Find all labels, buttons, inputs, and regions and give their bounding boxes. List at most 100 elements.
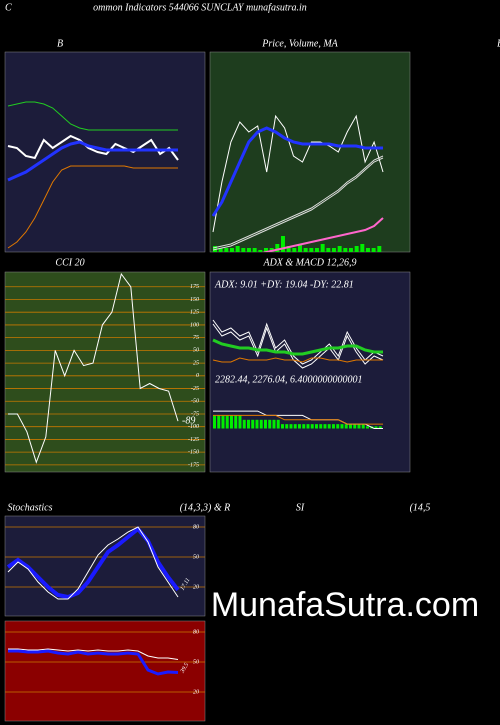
panel-title: CCI 20 <box>55 257 84 268</box>
y-tick-label: 50 <box>193 659 199 665</box>
bar <box>360 244 365 252</box>
bar <box>224 248 229 252</box>
header-left: C <box>5 2 12 13</box>
panel <box>4 51 206 253</box>
bar <box>315 248 319 252</box>
y-tick-label: 50 <box>193 554 199 560</box>
bar <box>361 424 365 429</box>
y-tick-label: 150 <box>190 297 199 303</box>
bar <box>234 415 238 429</box>
y-tick-label: 20 <box>193 689 199 695</box>
series-line <box>8 272 179 464</box>
bar <box>323 424 327 429</box>
bar <box>252 248 257 252</box>
value-label: -89 <box>182 415 195 426</box>
header-right: B <box>497 38 500 49</box>
bar <box>242 419 246 429</box>
bar <box>319 424 323 429</box>
bar <box>213 246 217 252</box>
series-line <box>262 217 384 252</box>
header-title: ommon Indicators 544066 SUNCLAY munafasu… <box>93 2 307 13</box>
bar <box>272 419 276 429</box>
bar <box>343 248 348 252</box>
series-line <box>8 649 179 676</box>
bar <box>230 415 233 429</box>
bar <box>258 250 263 252</box>
bar <box>357 424 361 429</box>
y-tick-label: -50 <box>191 399 199 405</box>
bar <box>255 419 259 429</box>
y-tick-label: 125 <box>190 310 199 316</box>
plot <box>211 114 384 252</box>
y-tick-label: -150 <box>188 450 199 456</box>
panel-title: Stochastics <box>8 502 53 513</box>
bar <box>238 415 242 429</box>
plot <box>5 631 205 693</box>
series-line <box>212 157 384 251</box>
series-line <box>212 114 384 233</box>
bar <box>281 236 285 252</box>
series-line <box>7 140 178 182</box>
series-line <box>212 323 384 369</box>
value-label: 39.5 <box>179 662 190 675</box>
bar <box>218 248 223 252</box>
bar <box>336 424 340 429</box>
series-line <box>7 134 179 161</box>
panel <box>4 271 206 473</box>
plot <box>5 526 205 600</box>
y-tick-label: 20 <box>193 584 199 590</box>
bar <box>235 246 240 252</box>
bar <box>264 419 267 429</box>
bar <box>281 424 284 429</box>
bar <box>230 248 234 252</box>
y-tick-label: 25 <box>193 360 199 366</box>
bar <box>275 244 280 252</box>
bar <box>241 248 246 252</box>
bar <box>332 248 336 252</box>
series-line <box>212 155 384 249</box>
bar <box>320 244 325 252</box>
panel-title: B <box>57 38 63 49</box>
bar <box>374 426 378 429</box>
bar <box>303 248 308 252</box>
bar <box>221 415 225 429</box>
bar <box>259 419 263 429</box>
series-line <box>211 126 383 217</box>
row-label: (14,3,3) & R <box>180 502 231 513</box>
value-label: 17.11 <box>180 577 192 591</box>
panel <box>4 515 206 617</box>
series-line <box>213 414 383 425</box>
bar <box>377 246 382 252</box>
panel <box>209 271 411 473</box>
y-tick-label: -125 <box>188 437 199 443</box>
bar <box>225 415 229 429</box>
bar <box>306 424 310 429</box>
bar <box>217 415 221 429</box>
plot <box>212 319 384 369</box>
plot <box>7 101 179 249</box>
bar <box>340 424 344 429</box>
bar <box>353 424 357 429</box>
bar <box>251 419 255 429</box>
bar <box>213 415 216 429</box>
y-tick-label: 80 <box>193 524 199 530</box>
bar <box>344 424 348 429</box>
plot <box>5 272 205 466</box>
bar <box>349 248 353 252</box>
row-label: SI <box>296 502 305 513</box>
y-tick-label: -25 <box>191 386 199 392</box>
row-label: (14,5 <box>410 502 431 513</box>
y-tick-label: 80 <box>193 629 199 635</box>
bar <box>293 424 297 429</box>
annotation: 2282.44, 2276.04, 6.4000000000001 <box>215 374 363 385</box>
y-tick-label: 175 <box>190 284 199 290</box>
y-tick-label: -100 <box>188 424 199 430</box>
series-line <box>8 648 179 660</box>
bar <box>337 246 342 252</box>
bar <box>268 419 272 429</box>
panel-title: ADX & MACD 12,26,9 <box>262 257 356 268</box>
bar <box>366 248 370 252</box>
bar <box>247 419 250 429</box>
series-line <box>6 526 180 600</box>
